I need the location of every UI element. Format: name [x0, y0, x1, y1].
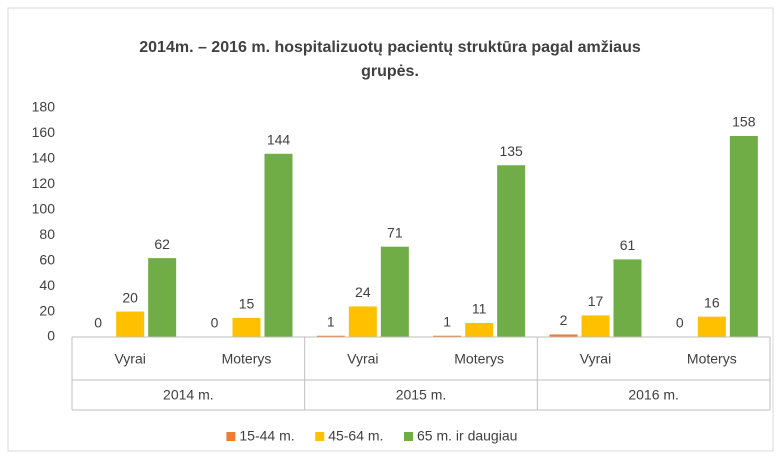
y-tick-label: 60: [39, 251, 55, 267]
bar: [465, 323, 494, 337]
bar: [316, 335, 345, 337]
x-tick-label: Moterys: [454, 351, 504, 367]
data-label: 62: [154, 236, 170, 252]
data-label: 16: [704, 294, 720, 310]
bar: [697, 316, 726, 337]
group-label: 2016 m.: [628, 387, 679, 403]
bar: [232, 317, 261, 337]
legend-label: 45-64 m.: [328, 428, 383, 444]
y-tick-label: 180: [32, 99, 56, 115]
y-tick-label: 40: [39, 277, 55, 293]
chart-frame: [7, 7, 774, 452]
data-label: 24: [355, 284, 371, 300]
x-tick-label: Vyrai: [114, 351, 145, 367]
x-tick-label: Vyrai: [580, 351, 611, 367]
bar: [613, 259, 642, 337]
legend-swatch: [315, 432, 325, 441]
legend-swatch: [404, 432, 413, 441]
data-label: 20: [122, 289, 138, 305]
legend-swatch: [226, 432, 236, 441]
data-label: 17: [588, 293, 604, 309]
y-tick-label: 80: [39, 226, 55, 242]
bar: [433, 335, 462, 337]
x-tick-label: Moterys: [222, 351, 272, 367]
bar: [729, 135, 758, 337]
y-tick-label: 0: [47, 328, 55, 344]
bar: [264, 153, 293, 337]
data-label: 1: [327, 313, 335, 329]
data-label: 158: [732, 114, 756, 130]
legend-label: 15-44 m.: [239, 428, 294, 444]
chart-title: 2014m. – 2016 m. hospitalizuotų pacientų…: [139, 39, 641, 80]
data-label: 135: [499, 143, 523, 159]
y-tick-label: 140: [32, 150, 56, 166]
x-tick-label: Vyrai: [347, 351, 378, 367]
bar: [581, 315, 610, 337]
data-label: 0: [676, 315, 684, 331]
data-label: 61: [620, 237, 636, 253]
group-label: 2014 m.: [163, 387, 214, 403]
data-label: 0: [94, 315, 102, 331]
bar: [497, 165, 526, 337]
y-tick-label: 20: [39, 302, 55, 318]
data-label: 2: [560, 312, 568, 328]
bar: [549, 334, 578, 337]
legend-label: 65 m. ir daugiau: [417, 428, 517, 444]
y-tick-label: 100: [32, 200, 56, 216]
y-tick-label: 120: [32, 175, 56, 191]
group-label: 2015 m.: [396, 387, 447, 403]
data-label: 15: [239, 296, 255, 312]
data-label: 71: [387, 224, 403, 240]
bar: [148, 258, 177, 337]
bar: [348, 306, 377, 337]
bar: [116, 311, 145, 337]
data-label: 11: [472, 301, 487, 317]
data-label: 1: [443, 313, 451, 329]
data-label: 144: [267, 132, 291, 148]
y-tick-label: 160: [32, 124, 56, 140]
bar: [380, 246, 409, 337]
x-tick-label: Moterys: [687, 351, 737, 367]
data-label: 0: [211, 315, 219, 331]
